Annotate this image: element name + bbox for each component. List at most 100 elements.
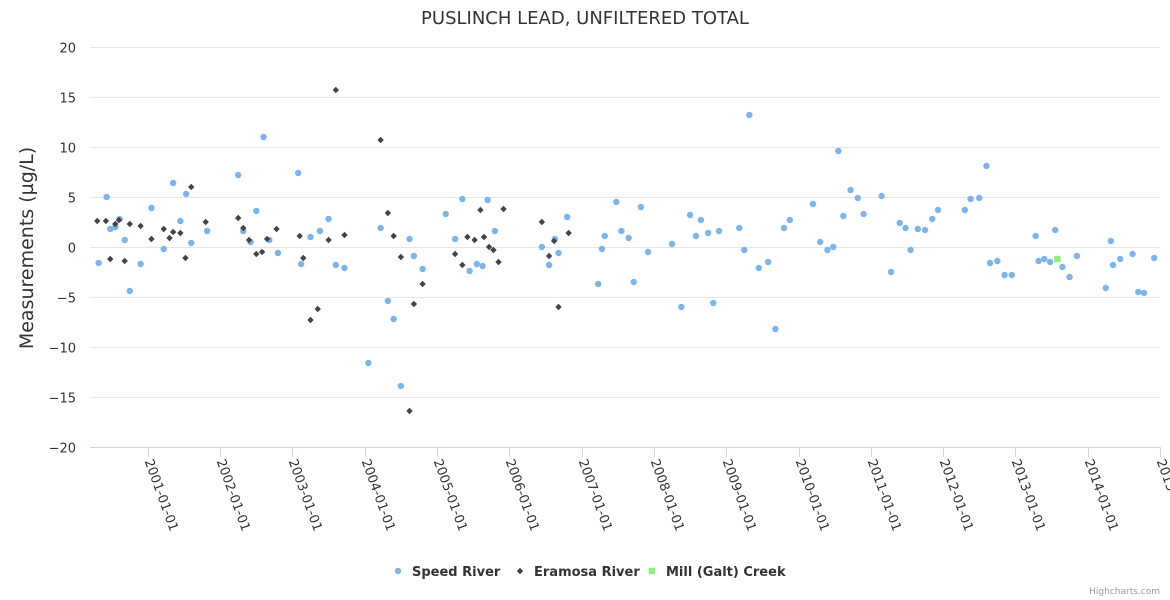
data-point[interactable] xyxy=(406,407,413,415)
data-point[interactable] xyxy=(166,234,173,242)
data-point[interactable] xyxy=(203,227,211,235)
data-point[interactable] xyxy=(668,240,676,248)
data-point[interactable] xyxy=(914,225,922,233)
data-point[interactable] xyxy=(840,212,847,220)
data-point[interactable] xyxy=(188,183,195,191)
legend-label[interactable]: Mill (Galt) Creek xyxy=(666,565,786,580)
data-point[interactable] xyxy=(410,300,418,308)
data-point[interactable] xyxy=(1135,288,1142,296)
data-point[interactable] xyxy=(1109,261,1117,269)
data-points[interactable] xyxy=(94,86,1158,415)
data-point[interactable] xyxy=(921,226,929,234)
data-point[interactable] xyxy=(860,210,867,218)
data-point[interactable] xyxy=(177,229,184,237)
data-point[interactable] xyxy=(490,246,497,254)
data-point[interactable] xyxy=(169,228,177,236)
data-point[interactable] xyxy=(296,232,303,240)
data-point[interactable] xyxy=(637,203,645,211)
legend-label[interactable]: Speed River xyxy=(412,565,501,580)
data-point[interactable] xyxy=(419,265,426,273)
data-point[interactable] xyxy=(1151,254,1158,262)
data-point[interactable] xyxy=(464,233,471,241)
data-point[interactable] xyxy=(967,195,974,203)
data-point[interactable] xyxy=(341,231,348,239)
data-point[interactable] xyxy=(704,229,712,237)
data-point[interactable] xyxy=(809,200,817,208)
data-point[interactable] xyxy=(630,278,637,286)
data-point[interactable] xyxy=(902,224,909,232)
data-point[interactable] xyxy=(390,232,397,240)
data-point[interactable] xyxy=(107,225,114,233)
data-point[interactable] xyxy=(715,227,723,235)
data-point[interactable] xyxy=(126,287,133,295)
series-0[interactable] xyxy=(95,111,1158,390)
data-point[interactable] xyxy=(459,261,466,269)
data-point[interactable] xyxy=(316,227,324,235)
legend-item-1[interactable]: Eramosa River xyxy=(516,565,641,580)
data-point[interactable] xyxy=(678,303,685,311)
data-point[interactable] xyxy=(896,219,903,227)
data-point[interactable] xyxy=(545,261,553,269)
legend-label[interactable]: Eramosa River xyxy=(534,565,640,580)
legend-item-0[interactable]: Speed River xyxy=(394,565,501,580)
data-point[interactable] xyxy=(538,243,546,251)
data-point[interactable] xyxy=(1129,250,1136,258)
data-point[interactable] xyxy=(332,86,340,94)
data-point[interactable] xyxy=(245,236,253,244)
data-point[interactable] xyxy=(240,224,247,232)
data-point[interactable] xyxy=(479,262,486,270)
data-point[interactable] xyxy=(613,198,620,206)
data-point[interactable] xyxy=(697,216,705,224)
data-point[interactable] xyxy=(263,235,271,243)
data-point[interactable] xyxy=(410,252,418,260)
data-point[interactable] xyxy=(786,216,794,224)
data-point[interactable] xyxy=(260,133,267,141)
data-point[interactable] xyxy=(160,245,167,253)
data-point[interactable] xyxy=(887,268,895,276)
data-point[interactable] xyxy=(1032,232,1039,240)
data-point[interactable] xyxy=(295,169,302,177)
data-point[interactable] xyxy=(419,280,426,288)
data-point[interactable] xyxy=(182,190,190,198)
data-point[interactable] xyxy=(471,236,478,244)
data-point[interactable] xyxy=(976,194,983,202)
data-point[interactable] xyxy=(500,205,507,213)
data-point[interactable] xyxy=(491,227,499,235)
data-point[interactable] xyxy=(764,258,772,266)
data-point[interactable] xyxy=(235,171,242,179)
data-point[interactable] xyxy=(1102,284,1109,292)
data-point[interactable] xyxy=(847,186,854,194)
data-point[interactable] xyxy=(137,222,144,230)
data-point[interactable] xyxy=(442,210,449,218)
data-point[interactable] xyxy=(746,111,753,119)
data-point[interactable] xyxy=(307,233,314,241)
data-point[interactable] xyxy=(1051,226,1059,234)
data-point[interactable] xyxy=(1041,255,1048,263)
data-point[interactable] xyxy=(1073,252,1081,260)
data-point[interactable] xyxy=(160,225,167,233)
data-point[interactable] xyxy=(625,234,632,242)
data-point[interactable] xyxy=(365,359,372,367)
data-point[interactable] xyxy=(550,237,558,245)
data-point[interactable] xyxy=(618,227,625,235)
data-point[interactable] xyxy=(1054,255,1061,263)
data-point[interactable] xyxy=(307,316,314,324)
data-point[interactable] xyxy=(994,257,1001,265)
data-point[interactable] xyxy=(824,246,831,254)
data-point[interactable] xyxy=(563,213,571,221)
data-point[interactable] xyxy=(107,255,114,263)
data-point[interactable] xyxy=(692,232,700,240)
series-2[interactable] xyxy=(1054,255,1061,263)
data-point[interactable] xyxy=(485,243,493,251)
data-point[interactable] xyxy=(934,206,942,214)
data-point[interactable] xyxy=(397,253,405,261)
data-point[interactable] xyxy=(451,250,459,258)
data-point[interactable] xyxy=(1001,271,1008,279)
data-point[interactable] xyxy=(929,215,936,223)
data-point[interactable] xyxy=(495,258,502,266)
data-point[interactable] xyxy=(274,249,282,257)
data-point[interactable] xyxy=(297,260,305,268)
data-point[interactable] xyxy=(598,245,606,253)
data-point[interactable] xyxy=(325,215,332,223)
data-point[interactable] xyxy=(986,259,994,267)
